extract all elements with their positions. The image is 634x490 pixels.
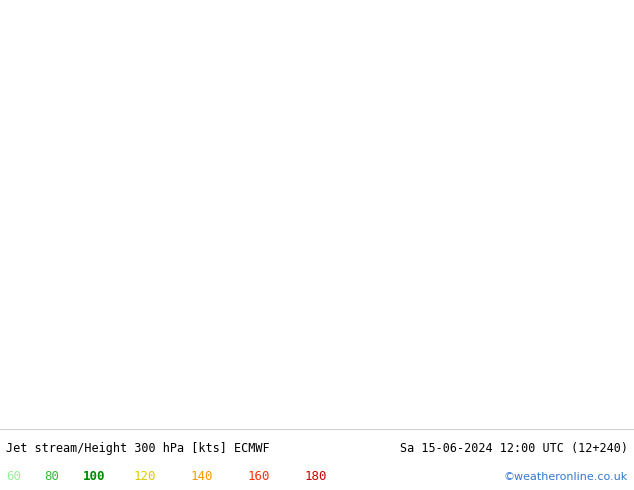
Text: 80: 80 bbox=[44, 470, 60, 483]
Text: 160: 160 bbox=[247, 470, 269, 483]
Text: 100: 100 bbox=[82, 470, 105, 483]
Text: 180: 180 bbox=[304, 470, 327, 483]
Text: ©weatheronline.co.uk: ©weatheronline.co.uk bbox=[503, 471, 628, 482]
Text: Jet stream/Height 300 hPa [kts] ECMWF: Jet stream/Height 300 hPa [kts] ECMWF bbox=[6, 442, 270, 455]
Text: 120: 120 bbox=[133, 470, 155, 483]
Text: 60: 60 bbox=[6, 470, 22, 483]
Text: Sa 15-06-2024 12:00 UTC (12+240): Sa 15-06-2024 12:00 UTC (12+240) bbox=[399, 442, 628, 455]
Text: 140: 140 bbox=[190, 470, 212, 483]
